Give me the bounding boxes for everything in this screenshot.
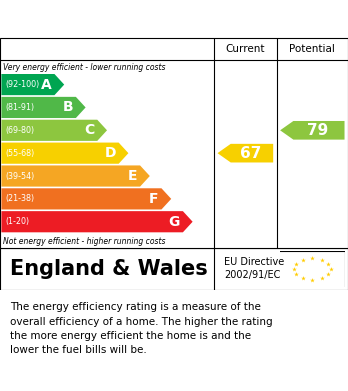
Text: F: F: [149, 192, 159, 206]
Text: Energy Efficiency Rating: Energy Efficiency Rating: [10, 11, 239, 29]
Text: 79: 79: [307, 123, 328, 138]
Text: (39-54): (39-54): [6, 172, 35, 181]
Text: England & Wales: England & Wales: [10, 259, 208, 279]
Text: The energy efficiency rating is a measure of the
overall efficiency of a home. T: The energy efficiency rating is a measur…: [10, 302, 273, 355]
Polygon shape: [1, 165, 150, 187]
Polygon shape: [1, 211, 193, 232]
Text: (92-100): (92-100): [6, 80, 40, 89]
Text: Potential: Potential: [290, 44, 335, 54]
Polygon shape: [1, 120, 107, 141]
Text: A: A: [41, 77, 52, 91]
Text: C: C: [84, 123, 94, 137]
Text: Current: Current: [226, 44, 265, 54]
Text: (81-91): (81-91): [6, 103, 35, 112]
Polygon shape: [1, 74, 64, 95]
Text: Not energy efficient - higher running costs: Not energy efficient - higher running co…: [3, 237, 166, 246]
Polygon shape: [280, 121, 345, 140]
Text: B: B: [62, 100, 73, 115]
Text: D: D: [104, 146, 116, 160]
Polygon shape: [1, 188, 171, 210]
Text: EU Directive
2002/91/EC: EU Directive 2002/91/EC: [224, 256, 285, 280]
Text: (55-68): (55-68): [6, 149, 35, 158]
Text: (1-20): (1-20): [6, 217, 30, 226]
Polygon shape: [218, 144, 273, 163]
Text: (21-38): (21-38): [6, 194, 35, 203]
Polygon shape: [1, 97, 86, 118]
Text: (69-80): (69-80): [6, 126, 35, 135]
Text: 67: 67: [240, 146, 261, 161]
Text: Very energy efficient - lower running costs: Very energy efficient - lower running co…: [3, 63, 166, 72]
Text: G: G: [169, 215, 180, 229]
Text: E: E: [128, 169, 137, 183]
Polygon shape: [1, 143, 128, 164]
